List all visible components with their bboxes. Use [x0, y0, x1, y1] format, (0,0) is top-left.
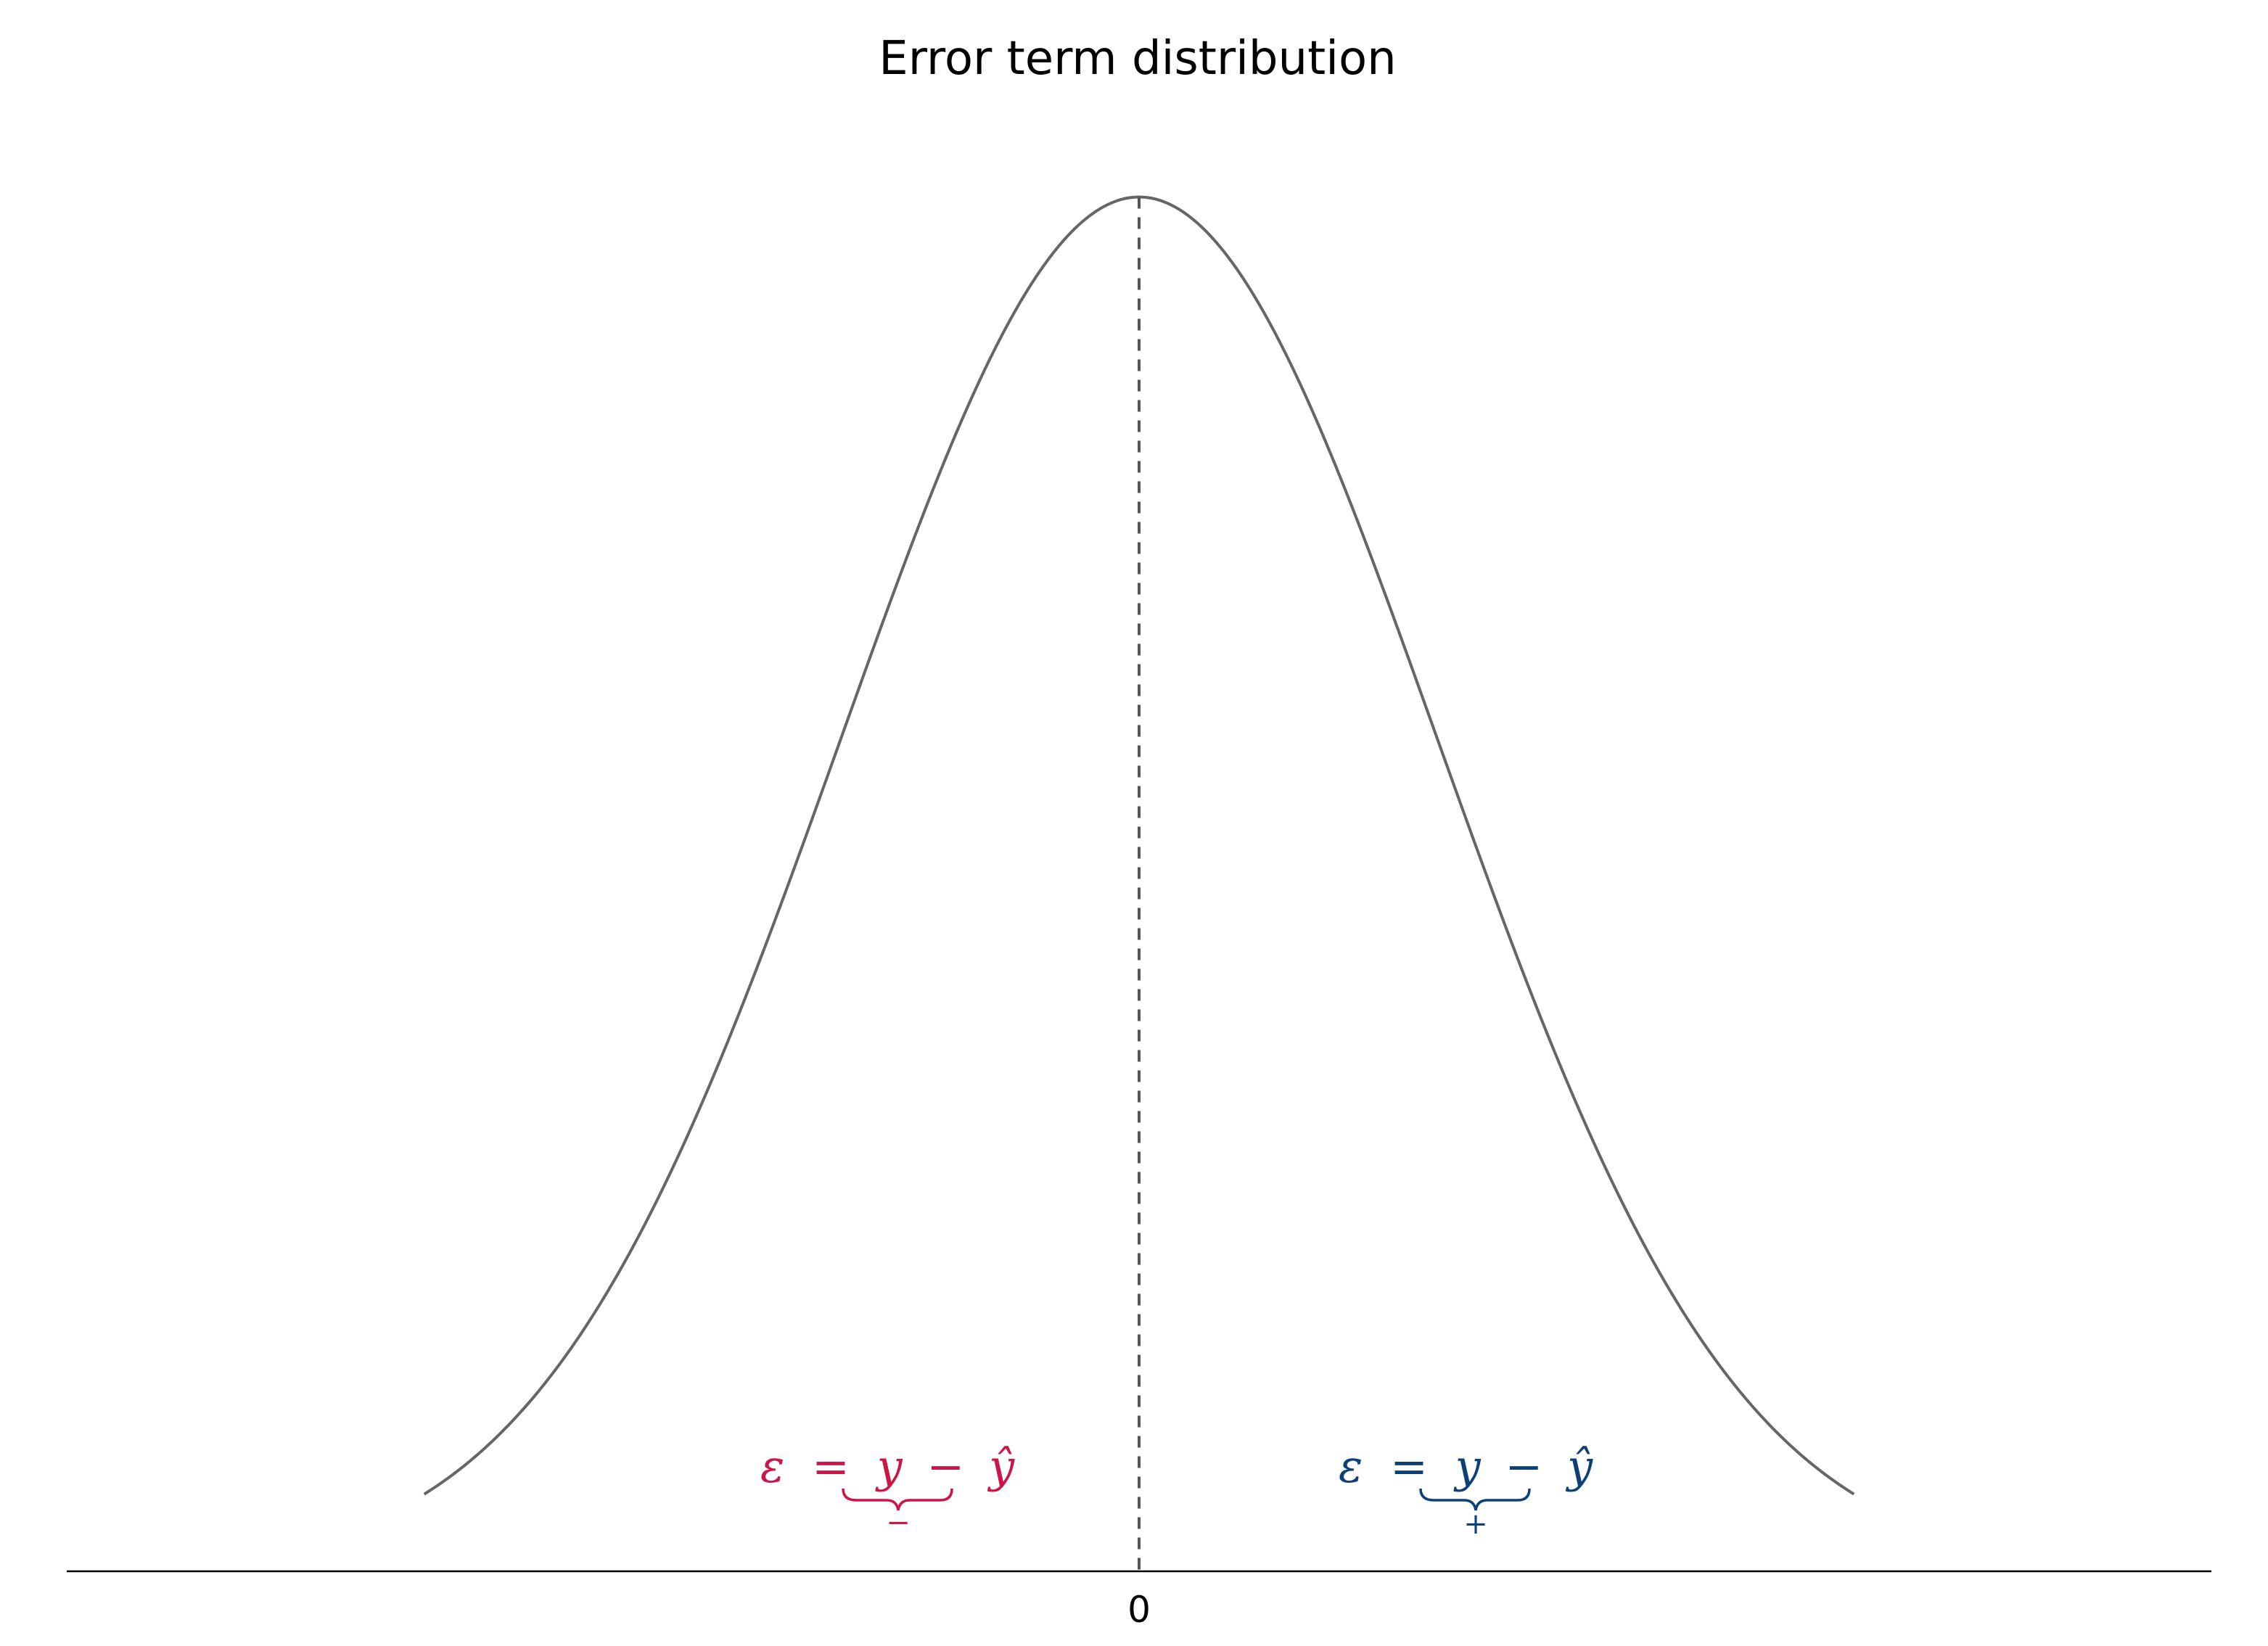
underbrace — [842, 1488, 953, 1511]
positive-error-annotation: ε = y − ŷ + — [1339, 1440, 1593, 1541]
chart-title: Error term distribution — [879, 32, 1396, 86]
y-hat-symbol: ŷ — [1565, 1440, 1593, 1493]
x-tick-labels: 0 — [1127, 1589, 1151, 1631]
minus-sign: − — [1505, 1440, 1542, 1493]
minus-sign: − — [926, 1440, 964, 1493]
negative-error-annotation: ε = y − ŷ − — [760, 1440, 1015, 1539]
negative-sign-label: − — [886, 1506, 911, 1539]
epsilon-symbol: ε — [1339, 1440, 1363, 1493]
negative-error-equation: ε = y − ŷ — [760, 1440, 1015, 1493]
y-symbol: y — [1453, 1440, 1482, 1493]
underbrace — [1419, 1488, 1531, 1511]
equals-sign: = — [1390, 1440, 1428, 1493]
x-tick-label: 0 — [1127, 1589, 1151, 1631]
positive-sign-label: + — [1463, 1507, 1488, 1541]
equals-sign: = — [812, 1440, 850, 1493]
y-hat-symbol: ŷ — [987, 1440, 1015, 1493]
positive-error-equation: ε = y − ŷ — [1339, 1440, 1593, 1493]
y-symbol: y — [875, 1440, 903, 1493]
epsilon-symbol: ε — [760, 1440, 784, 1493]
